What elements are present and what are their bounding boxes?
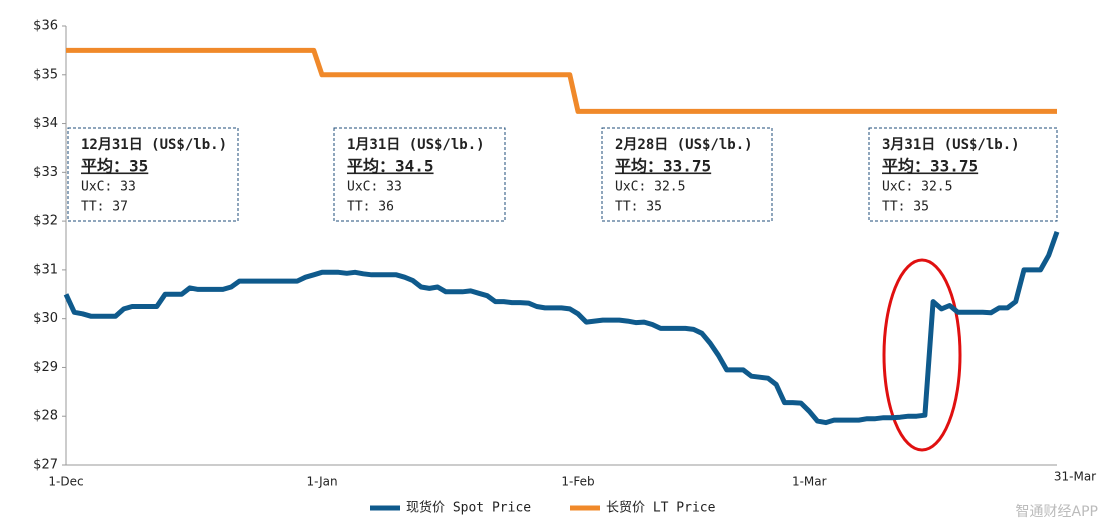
y-tick-label: $29 xyxy=(33,360,58,375)
annotation-line: 1月31日 (US$/lb.) xyxy=(347,137,485,153)
annotation-line: TT: 35 xyxy=(615,200,662,215)
series-line xyxy=(63,230,1060,426)
y-tick-label: $33 xyxy=(33,165,58,180)
annotation-box xyxy=(868,127,1058,222)
x-tick-label: 1-Mar xyxy=(792,475,827,489)
annotation-box xyxy=(601,127,773,222)
y-tick-label: $27 xyxy=(33,458,58,473)
x-tick-label: 1-Feb xyxy=(561,475,594,489)
annotation-line: 3月31日 (US$/lb.) xyxy=(882,137,1020,153)
legend-label: 长贸价 LT Price xyxy=(606,501,716,516)
x-tick-label: 31-Mar xyxy=(1054,470,1096,484)
x-tick-label: 1-Dec xyxy=(48,475,83,489)
annotation-line: UxC: 32.5 xyxy=(615,180,685,195)
legend-label: 现货价 Spot Price xyxy=(406,500,531,516)
annotation-line: UxC: 33 xyxy=(347,180,402,195)
annotation-line: 12月31日 (US$/lb.) xyxy=(81,137,227,153)
y-tick-label: $34 xyxy=(33,116,58,131)
annotation-line: 平均：34.5 xyxy=(347,157,434,176)
x-tick-label: 1-Jan xyxy=(306,475,337,489)
annotation-line: 平均：35 xyxy=(81,157,148,176)
annotation-line: UxC: 32.5 xyxy=(882,180,952,195)
y-tick-label: $32 xyxy=(33,214,58,229)
y-tick-label: $31 xyxy=(33,262,58,277)
annotation-line: TT: 37 xyxy=(81,200,128,215)
annotation-line: 平均：33.75 xyxy=(615,157,711,176)
y-tick-label: $30 xyxy=(33,311,58,326)
annotation-line: TT: 36 xyxy=(347,200,394,215)
watermark: 智通财经APP xyxy=(1016,504,1098,520)
annotation-line: 2月28日 (US$/lb.) xyxy=(615,137,753,153)
y-tick-label: $28 xyxy=(33,409,58,424)
annotation-box xyxy=(333,127,506,222)
series-line xyxy=(66,47,1057,114)
y-tick-label: $36 xyxy=(33,19,58,34)
highlight-ellipse xyxy=(882,258,962,452)
annotation-line: 平均：33.75 xyxy=(882,157,978,176)
annotation-line: TT: 35 xyxy=(882,200,929,215)
y-tick-label: $35 xyxy=(33,67,58,82)
annotation-box xyxy=(67,127,239,222)
annotation-line: UxC: 33 xyxy=(81,180,136,195)
